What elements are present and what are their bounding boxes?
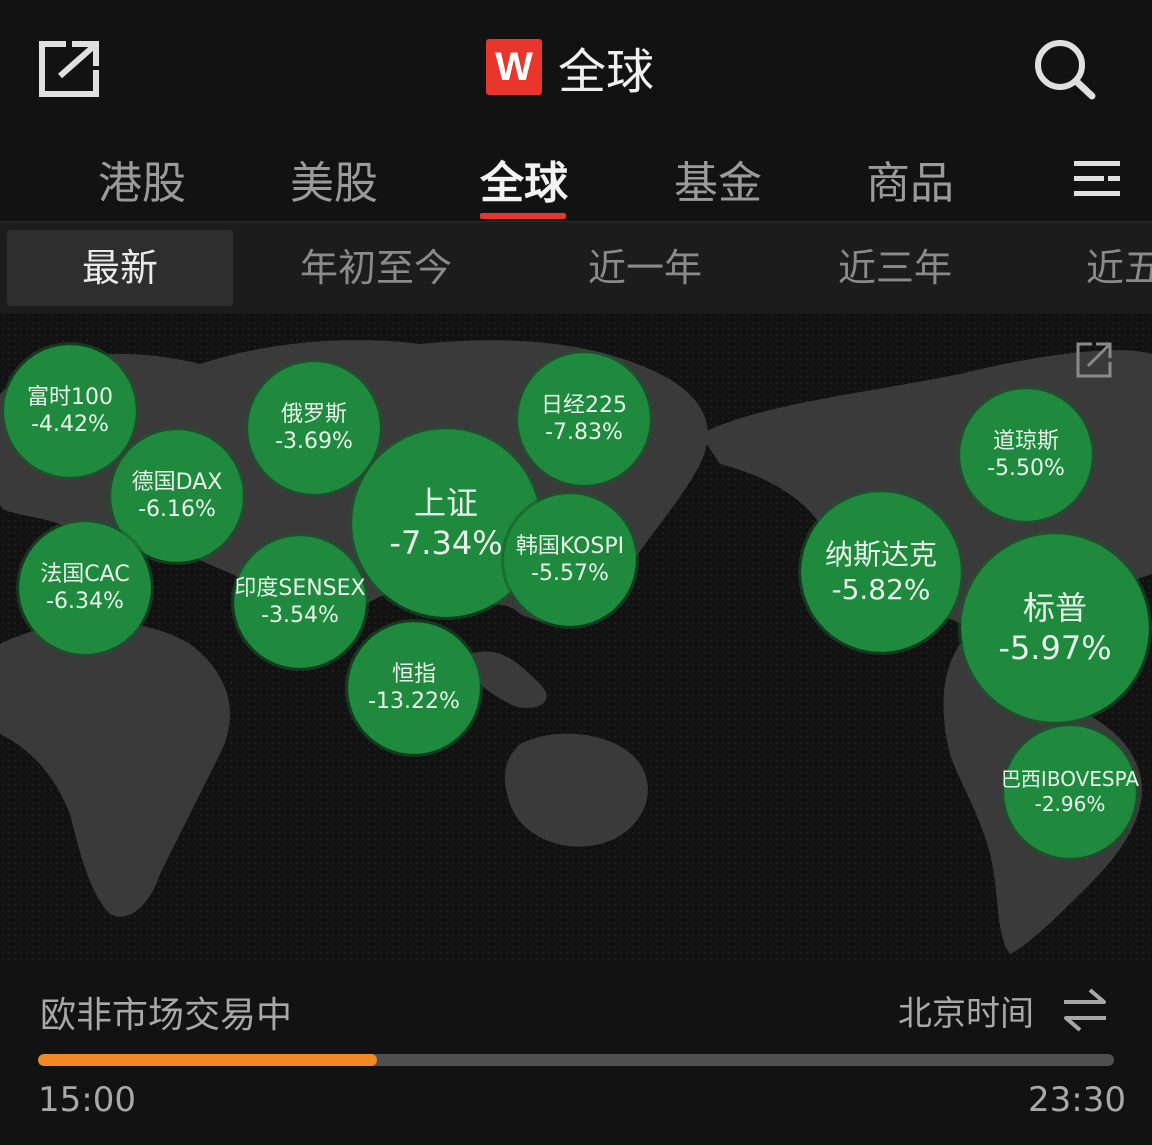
tab-hk[interactable]: 港股 bbox=[98, 158, 186, 209]
market-name: 纳斯达克 bbox=[824, 538, 937, 571]
top-bar: W 全球 bbox=[0, 0, 1152, 135]
market-name: 德国DAX bbox=[131, 469, 223, 495]
session-start-time: 15:00 bbox=[38, 1080, 136, 1120]
market-change: -5.50% bbox=[987, 456, 1065, 481]
market-tabs: 港股 美股 全球 基金 商品 bbox=[0, 135, 1152, 221]
market-bubble-sensex[interactable]: 印度SENSEX -3.54% bbox=[234, 536, 366, 668]
market-name: 巴西IBOVESPA bbox=[1000, 767, 1140, 791]
period-1y[interactable]: 近一年 bbox=[588, 246, 703, 290]
market-name: 道琼斯 bbox=[992, 428, 1059, 454]
market-bubble-kospi[interactable]: 韩国KOSPI -5.57% bbox=[504, 494, 636, 626]
app-title: W 全球 bbox=[486, 38, 654, 100]
share-icon[interactable] bbox=[36, 38, 102, 100]
market-name: 法国CAC bbox=[40, 561, 130, 587]
market-bubble-ibovespa[interactable]: 巴西IBOVESPA -2.96% bbox=[1000, 726, 1140, 858]
market-name: 恒指 bbox=[391, 661, 436, 687]
market-bubble-nikkei[interactable]: 日经225 -7.83% bbox=[518, 353, 650, 485]
trading-progress-bar bbox=[38, 1054, 1114, 1066]
market-change: -3.54% bbox=[261, 603, 339, 628]
tab-global[interactable]: 全球 bbox=[480, 158, 568, 209]
app-logo: W bbox=[486, 39, 542, 95]
market-bubble-cac[interactable]: 法国CAC -6.34% bbox=[19, 522, 151, 654]
page-title: 全球 bbox=[558, 44, 655, 100]
market-change: -7.34% bbox=[389, 524, 503, 562]
market-change: -7.83% bbox=[545, 420, 623, 445]
world-map: 富时100 -4.42% 德国DAX -6.16% 法国CAC -6.34% 俄罗斯 -3.6… bbox=[0, 314, 1152, 964]
market-change: -6.16% bbox=[138, 497, 216, 522]
market-change: -2.96% bbox=[1034, 792, 1106, 816]
market-change: -13.22% bbox=[368, 689, 460, 714]
market-bubble-russia[interactable]: 俄罗斯 -3.69% bbox=[248, 362, 380, 494]
tab-fund[interactable]: 基金 bbox=[674, 158, 762, 209]
period-ytd[interactable]: 年初至今 bbox=[300, 246, 453, 290]
market-change: -3.69% bbox=[275, 429, 353, 454]
period-3y[interactable]: 近三年 bbox=[838, 246, 953, 290]
market-change: -5.97% bbox=[998, 629, 1112, 667]
market-bubble-nasdaq[interactable]: 纳斯达克 -5.82% bbox=[801, 492, 961, 652]
period-latest[interactable]: 最新 bbox=[7, 230, 233, 306]
map-share-icon[interactable] bbox=[1072, 338, 1116, 382]
session-end-time: 23:30 bbox=[1028, 1080, 1126, 1120]
market-name: 日经225 bbox=[541, 392, 627, 418]
market-name: 印度SENSEX bbox=[234, 575, 366, 601]
market-bubble-sp500[interactable]: 标普 -5.97% bbox=[961, 534, 1149, 722]
market-bubble-dax[interactable]: 德国DAX -6.16% bbox=[111, 430, 243, 562]
market-name: 俄罗斯 bbox=[280, 401, 347, 427]
market-name: 标普 bbox=[1022, 589, 1087, 627]
market-name: 韩国KOSPI bbox=[515, 533, 625, 559]
market-bubble-ftse[interactable]: 富时100 -4.42% bbox=[4, 345, 136, 477]
market-change: -5.57% bbox=[531, 561, 609, 586]
market-bubble-hsi[interactable]: 恒指 -13.22% bbox=[348, 622, 480, 754]
tab-us[interactable]: 美股 bbox=[290, 158, 378, 209]
search-icon[interactable] bbox=[1030, 36, 1098, 102]
period-5y[interactable]: 近五年 bbox=[1086, 246, 1152, 290]
timezone-label: 北京时间 bbox=[898, 994, 1034, 1034]
trading-status: 欧非市场交易中 bbox=[40, 995, 293, 1036]
market-change: -5.82% bbox=[831, 573, 931, 606]
tab-commodity[interactable]: 商品 bbox=[866, 158, 954, 209]
market-bubble-dow[interactable]: 道琼斯 -5.50% bbox=[960, 389, 1092, 521]
menu-icon[interactable] bbox=[1072, 157, 1122, 201]
swap-icon[interactable] bbox=[1060, 986, 1110, 1034]
period-tabs: 最新 年初至今 近一年 近三年 近五年 bbox=[0, 222, 1152, 314]
market-change: -6.34% bbox=[46, 589, 124, 614]
trading-progress-fill bbox=[38, 1054, 377, 1066]
market-change: -4.42% bbox=[31, 412, 109, 437]
market-name: 上证 bbox=[413, 484, 478, 522]
market-name: 富时100 bbox=[27, 384, 113, 410]
tabs-divider bbox=[0, 221, 1152, 222]
active-tab-indicator bbox=[480, 213, 566, 219]
